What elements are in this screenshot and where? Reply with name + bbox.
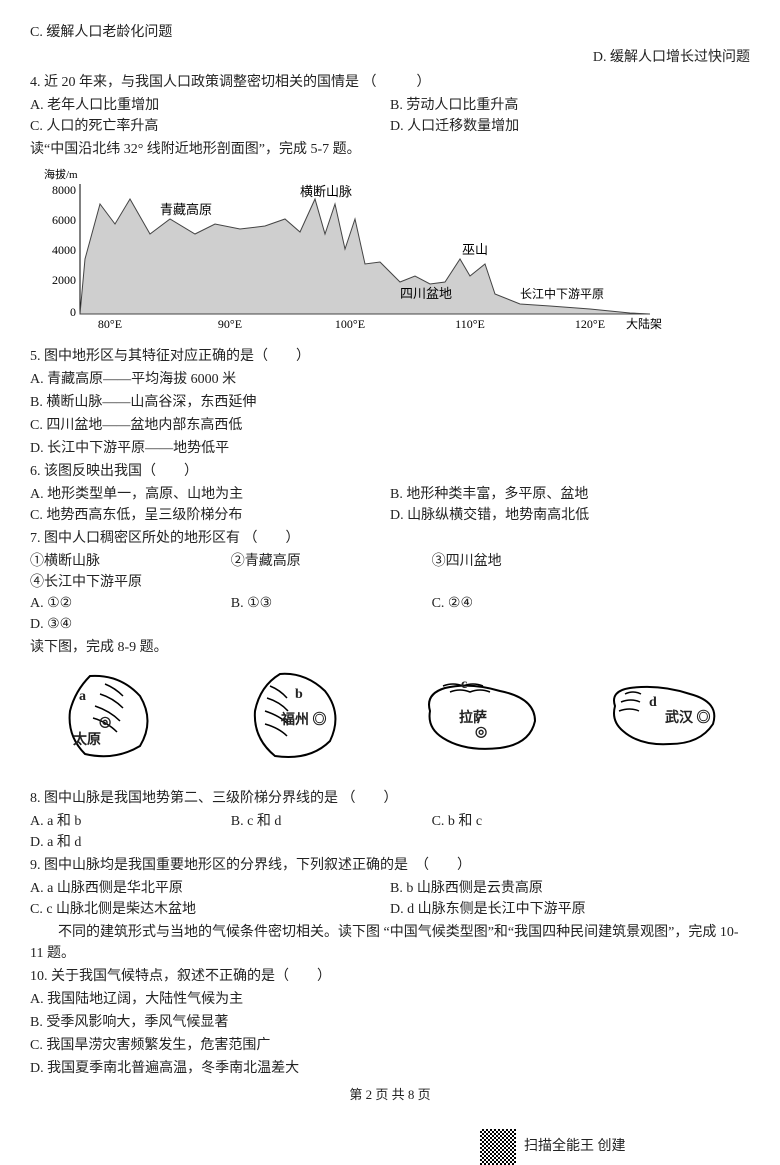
- q4-optA: A. 老年人口比重增加: [30, 95, 390, 116]
- ytick-2000: 2000: [52, 273, 76, 287]
- q5-optC: C. 四川盆地——盆地内部东高西低: [30, 415, 750, 436]
- q7-l3: ③四川盆地: [432, 551, 605, 572]
- q7-optD: D. ③④: [30, 614, 203, 635]
- q6-optA: A. 地形类型单一，高原、山地为主: [30, 484, 390, 505]
- q9-optD: D. d 山脉东侧是长江中下游平原: [390, 899, 750, 920]
- q7-stem: 7. 图中人口稠密区所处的地形区有 （ ）: [30, 528, 750, 549]
- label-plateau: 青藏高原: [160, 202, 212, 217]
- map-b: b 福州 ◎: [225, 666, 375, 766]
- map-c: c 拉萨 ◎: [405, 666, 555, 766]
- prev-optC: C. 缓解人口老龄化问题: [30, 22, 750, 43]
- ytick-8000: 8000: [52, 183, 76, 197]
- map-c-dot: ◎: [475, 722, 487, 743]
- xend: 大陆架: [626, 316, 662, 331]
- q7-optB: B. ①③: [231, 593, 404, 614]
- q7-l2: ②青藏高原: [231, 551, 404, 572]
- q6-optC: C. 地势西高东低，呈三级阶梯分布: [30, 505, 390, 526]
- q7-optC: C. ②④: [432, 593, 605, 614]
- label-hengduan: 横断山脉: [300, 184, 352, 199]
- qr-block: 扫描全能王 创建: [480, 1129, 626, 1165]
- ytick-6000: 6000: [52, 213, 76, 227]
- page-footer: 第 2 页 共 8 页: [30, 1085, 750, 1105]
- q4-optD: D. 人口迁移数量增加: [390, 116, 750, 137]
- xtick-80: 80°E: [98, 317, 122, 331]
- q8-optD: D. a 和 d: [30, 832, 203, 853]
- map-d-dot: ◎: [697, 711, 711, 726]
- q4-optB: B. 劳动人口比重升高: [390, 95, 750, 116]
- q8-optB: B. c 和 d: [231, 811, 404, 832]
- q8-optC: C. b 和 c: [432, 811, 605, 832]
- map-a-dot: ◎: [99, 712, 111, 733]
- map-b-city: 福州: [281, 713, 309, 728]
- xtick-110: 110°E: [455, 317, 485, 331]
- q10-optD: D. 我国夏季南北普遍高温，冬季南北温差大: [30, 1058, 750, 1079]
- q10-optB: B. 受季风影响大，季风气候显著: [30, 1012, 750, 1033]
- q9-optB: B. b 山脉西侧是云贵高原: [390, 878, 750, 899]
- ytick-0: 0: [70, 305, 76, 319]
- label-wushan: 巫山: [462, 242, 488, 257]
- map-d: d 武汉 ◎: [585, 666, 735, 766]
- map-b-letter: b: [295, 684, 303, 705]
- q10-optC: C. 我国旱涝灾害频繁发生，危害范围广: [30, 1035, 750, 1056]
- label-plain: 长江中下游平原: [520, 286, 604, 301]
- q6-optD: D. 山脉纵横交错，地势南高北低: [390, 505, 750, 526]
- xtick-90: 90°E: [218, 317, 242, 331]
- q8-optA: A. a 和 b: [30, 811, 203, 832]
- q9-optC: C. c 山脉北侧是柴达木盆地: [30, 899, 390, 920]
- prev-optD: D. 缓解人口增长过快问题: [593, 47, 750, 68]
- map-c-letter: c: [461, 674, 467, 695]
- climate-intro: 不同的建筑形式与当地的气候条件密切相关。读下图 “中国气候类型图”和“我国四种民…: [30, 922, 750, 964]
- ytick-4000: 4000: [52, 243, 76, 257]
- xtick-120: 120°E: [575, 317, 605, 331]
- q4-paren: （ ）: [363, 75, 435, 90]
- q10-optA: A. 我国陆地辽阔，大陆性气候为主: [30, 989, 750, 1010]
- terrain-profile-chart: 8000 6000 4000 2000 0 海拔/m 80°E 90°E 100…: [30, 164, 670, 344]
- q6-optB: B. 地形种类丰富，多平原、盆地: [390, 484, 750, 505]
- maps-row: a 太原 ◎ b 福州 ◎ c 拉萨 ◎ d: [30, 666, 750, 776]
- qr-icon: [480, 1129, 516, 1165]
- map-d-letter: d: [649, 692, 657, 713]
- q6-stem: 6. 该图反映出我国（ ）: [30, 461, 750, 482]
- q7-l1: ①横断山脉: [30, 551, 203, 572]
- q7-optA: A. ①②: [30, 593, 203, 614]
- q8-stem: 8. 图中山脉是我国地势第二、三级阶梯分界线的是 （ ）: [30, 788, 750, 809]
- q4-optC: C. 人口的死亡率升高: [30, 116, 390, 137]
- q9-optA: A. a 山脉西侧是华北平原: [30, 878, 390, 899]
- chart-intro: 读“中国沿北纬 32° 线附近地形剖面图”，完成 5-7 题。: [30, 139, 750, 160]
- q10-stem: 10. 关于我国气候特点，叙述不正确的是（ ）: [30, 966, 750, 987]
- q7-l4: ④长江中下游平原: [30, 572, 203, 593]
- q9-stem: 9. 图中山脉均是我国重要地形区的分界线，下列叙述正确的是 （ ）: [30, 855, 750, 876]
- maps-intro: 读下图，完成 8-9 题。: [30, 637, 750, 658]
- map-a: a 太原 ◎: [45, 666, 195, 766]
- q4-stem: 4. 近 20 年来，与我国人口政策调整密切相关的国情是: [30, 75, 359, 90]
- qr-text: 扫描全能王 创建: [524, 1136, 626, 1157]
- q5-optD: D. 长江中下游平原——地势低平: [30, 438, 750, 459]
- xtick-100: 100°E: [335, 317, 365, 331]
- ylabel: 海拔/m: [44, 167, 78, 181]
- map-b-dot: ◎: [313, 713, 327, 728]
- map-a-city: 太原: [73, 733, 101, 748]
- map-a-letter: a: [79, 686, 86, 707]
- map-d-city: 武汉: [665, 711, 693, 726]
- q5-optA: A. 青藏高原——平均海拔 6000 米: [30, 369, 750, 390]
- q5-optB: B. 横断山脉——山高谷深，东西延伸: [30, 392, 750, 413]
- q5-stem: 5. 图中地形区与其特征对应正确的是（ ）: [30, 346, 750, 367]
- label-sichuan: 四川盆地: [400, 286, 452, 301]
